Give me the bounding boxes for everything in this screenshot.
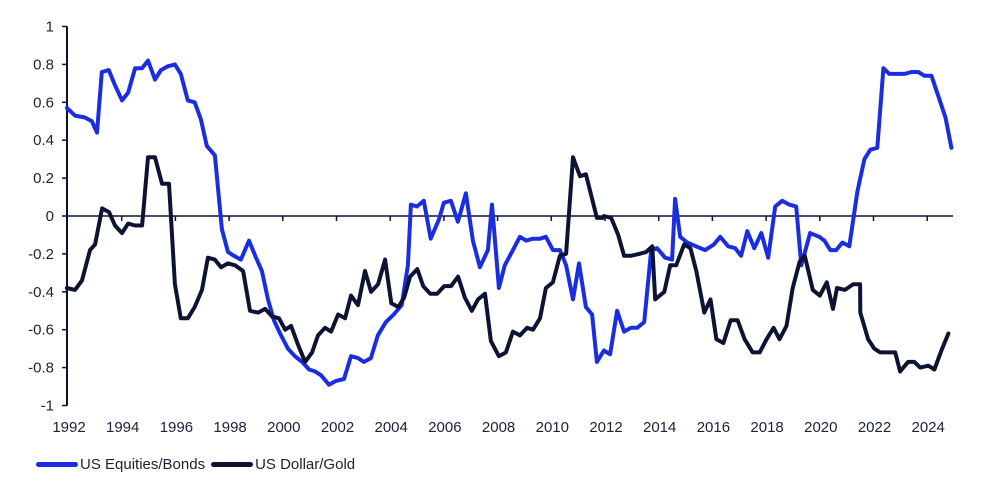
x-tick-label: 1996	[160, 419, 193, 436]
x-tick-label: 2000	[267, 419, 300, 436]
series-line-us-equities-bonds	[64, 58, 954, 387]
y-tick-label: -0.2	[28, 246, 54, 263]
x-tick-label: 2018	[750, 419, 783, 436]
x-tick-label: 2002	[321, 419, 354, 436]
y-ticks: 1 0.8 0.6 0.4 0.2 0 -0.2 -0.4 -0.6 -0.8 -1	[28, 19, 67, 415]
y-tick-label: 0.2	[33, 170, 54, 187]
x-tick-label: 2004	[375, 419, 408, 436]
legend-swatch-equities-bonds	[36, 462, 78, 467]
y-tick-label: -0.4	[28, 284, 54, 301]
x-tick-label: 2006	[428, 419, 461, 436]
x-tick-label: 1994	[106, 419, 139, 436]
legend: US Equities/Bonds US Dollar/Gold	[36, 456, 361, 473]
line-chart: 10.80.60.40.20-0.2-0.4-0.6-0.8-1 1992 199…	[28, 19, 954, 436]
x-tick-label: 2016	[697, 419, 730, 436]
series-line-us-dollar-gold	[64, 155, 951, 374]
y-tick-label: 0.4	[33, 132, 54, 149]
x-ticks: 1992 1994 1996 1998 2000 2002 2004 2006 2008 2010…	[52, 216, 945, 436]
series-layer	[64, 58, 954, 387]
x-tick-label: 2020	[804, 419, 837, 436]
x-tick-label: 2010	[536, 419, 569, 436]
y-tick-label: -0.6	[28, 322, 54, 339]
x-tick-label: 2008	[482, 419, 515, 436]
legend-label-equities-bonds: US Equities/Bonds	[80, 456, 206, 473]
axes: 10.80.60.40.20-0.2-0.4-0.6-0.8-1 1992 199…	[28, 19, 953, 436]
legend-swatch-dollar-gold	[211, 462, 254, 467]
y-tick-label: -1	[41, 398, 54, 415]
y-tick-label: 0.6	[33, 94, 54, 111]
legend-item-dollar-gold: US Dollar/Gold	[211, 456, 355, 473]
x-tick-label: 2022	[858, 419, 891, 436]
y-tick-label: 0	[46, 208, 54, 225]
y-tick-label: 1	[46, 19, 54, 36]
y-tick-label: -0.8	[28, 360, 54, 377]
legend-item-equities-bonds: US Equities/Bonds	[36, 456, 205, 473]
x-tick-label: 2024	[912, 419, 945, 436]
x-tick-label: 1998	[213, 419, 246, 436]
x-tick-label: 2014	[643, 419, 676, 436]
legend-label-dollar-gold: US Dollar/Gold	[255, 456, 356, 473]
y-tick-label: 0.8	[33, 56, 54, 73]
x-tick-label: 1992	[52, 419, 85, 436]
x-tick-label: 2012	[589, 419, 622, 436]
